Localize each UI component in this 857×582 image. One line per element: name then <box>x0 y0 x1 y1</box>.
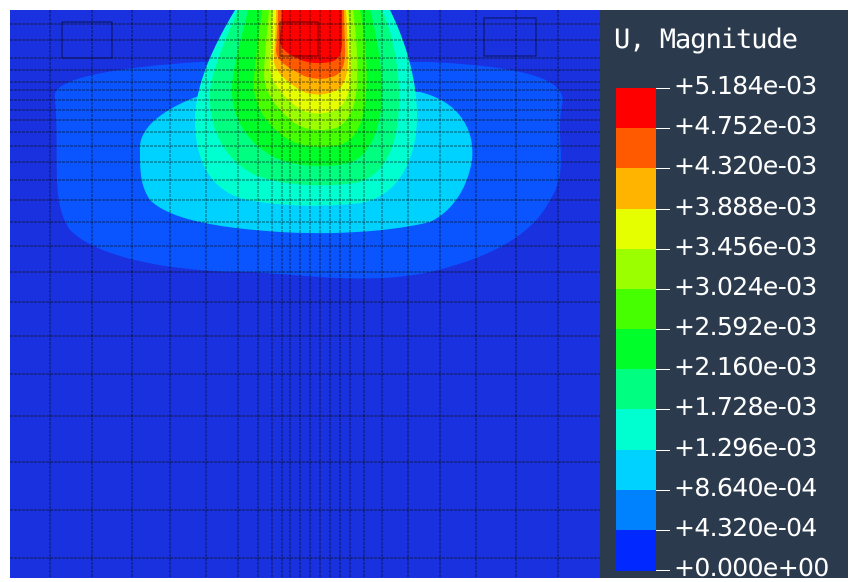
legend-swatch <box>616 128 656 170</box>
contour-band-11 <box>280 10 342 64</box>
legend-swatch <box>616 288 656 330</box>
legend-tick <box>656 449 670 451</box>
legend-swatch <box>616 88 656 129</box>
legend-tick <box>656 529 670 531</box>
legend-swatch <box>616 329 656 370</box>
contour-viewport: U, Magnitude +5.184e-03 +4.752e-03 +4.320e… <box>10 10 848 578</box>
legend-label: +5.184e-03 <box>674 71 817 100</box>
legend-color-bar <box>616 88 670 571</box>
legend-tick <box>656 409 670 411</box>
legend-panel: U, Magnitude +5.184e-03 +4.752e-03 +4.320e… <box>600 10 848 578</box>
legend-tick <box>656 248 670 250</box>
legend-swatch <box>616 369 656 411</box>
legend-tick <box>656 208 670 210</box>
legend-tick <box>656 489 670 491</box>
legend-label: +1.728e-03 <box>674 392 817 422</box>
legend-tick <box>656 570 670 571</box>
legend-label: +2.160e-03 <box>674 352 817 382</box>
legend-tick <box>656 168 670 170</box>
legend-tick <box>656 329 670 330</box>
legend-tick <box>656 288 670 290</box>
legend-swatch <box>616 168 656 210</box>
legend-label: +1.296e-03 <box>674 432 817 462</box>
legend-label: +3.888e-03 <box>674 191 817 221</box>
legend-swatch <box>616 449 656 491</box>
mesh-inclusions <box>61 17 537 59</box>
mesh-vertical-lines <box>49 10 559 578</box>
legend-label: +4.320e-04 <box>674 512 817 542</box>
legend-swatch <box>616 529 656 571</box>
legend-swatch <box>616 208 656 250</box>
legend-label: +3.024e-03 <box>674 271 817 301</box>
legend-label: +0.000e+00 <box>674 553 829 579</box>
legend-label: +8.640e-04 <box>674 472 817 502</box>
legend-label: +3.456e-03 <box>674 231 817 261</box>
legend-label: +4.752e-03 <box>674 111 817 141</box>
legend-swatch <box>616 248 656 290</box>
legend-label: +2.592e-03 <box>674 312 817 341</box>
legend-label: +4.320e-03 <box>674 151 817 181</box>
legend-title: U, Magnitude <box>614 24 798 55</box>
legend-swatch <box>616 409 656 451</box>
legend-tick <box>656 369 670 371</box>
legend-swatch <box>616 489 656 531</box>
legend-tick <box>656 128 670 130</box>
legend-tick <box>656 88 670 89</box>
